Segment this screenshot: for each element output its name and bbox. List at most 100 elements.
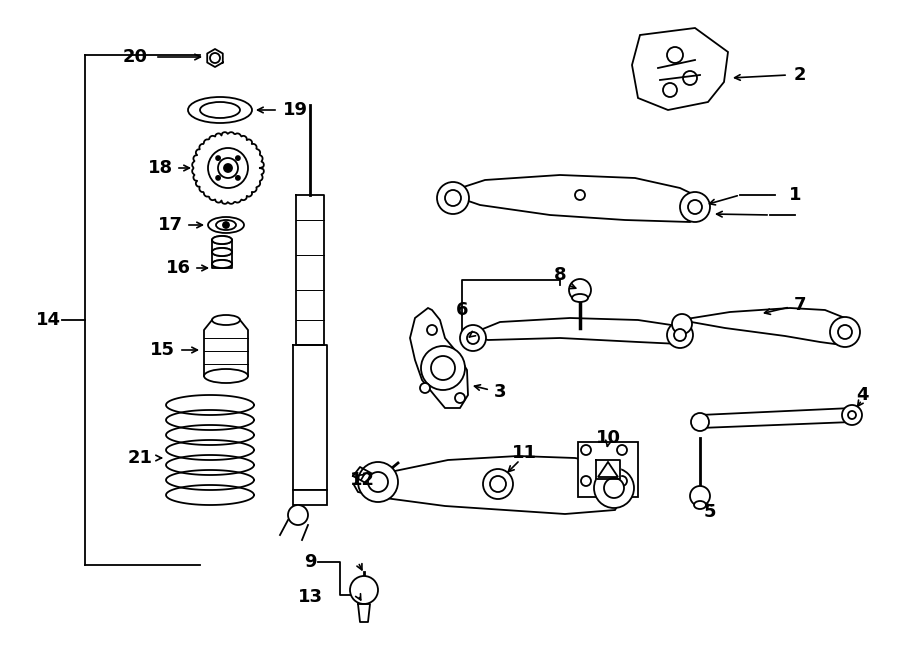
- Ellipse shape: [212, 260, 232, 268]
- Text: 9: 9: [304, 553, 316, 571]
- Circle shape: [575, 190, 585, 200]
- Circle shape: [427, 325, 437, 335]
- Circle shape: [688, 200, 702, 214]
- Circle shape: [680, 192, 710, 222]
- Text: 2: 2: [794, 66, 806, 84]
- Polygon shape: [166, 395, 254, 415]
- Text: 1: 1: [788, 186, 801, 204]
- Text: 6: 6: [455, 301, 468, 319]
- Circle shape: [420, 383, 430, 393]
- Circle shape: [667, 47, 683, 63]
- Polygon shape: [700, 408, 852, 428]
- Text: 12: 12: [349, 471, 374, 489]
- Ellipse shape: [212, 248, 232, 256]
- Circle shape: [467, 332, 479, 344]
- Circle shape: [208, 148, 248, 188]
- Text: 7: 7: [794, 296, 806, 314]
- Circle shape: [581, 445, 591, 455]
- Bar: [212, 236, 232, 268]
- Circle shape: [663, 83, 677, 97]
- Circle shape: [216, 156, 220, 160]
- Circle shape: [460, 325, 486, 351]
- Bar: [293, 490, 327, 505]
- Circle shape: [842, 405, 862, 425]
- Polygon shape: [166, 410, 254, 430]
- Ellipse shape: [212, 236, 232, 244]
- Ellipse shape: [212, 260, 232, 268]
- Ellipse shape: [200, 102, 240, 118]
- Text: 8: 8: [554, 266, 566, 284]
- Text: 14: 14: [35, 311, 60, 329]
- Circle shape: [236, 176, 240, 180]
- Ellipse shape: [212, 315, 240, 325]
- Circle shape: [350, 576, 378, 604]
- Circle shape: [667, 322, 693, 348]
- Polygon shape: [204, 320, 248, 376]
- Ellipse shape: [208, 217, 244, 233]
- Polygon shape: [293, 345, 327, 490]
- Polygon shape: [680, 308, 852, 345]
- Text: 19: 19: [283, 101, 308, 119]
- Polygon shape: [353, 467, 380, 487]
- Polygon shape: [296, 195, 324, 345]
- Circle shape: [421, 346, 465, 390]
- Ellipse shape: [216, 220, 236, 230]
- Polygon shape: [632, 28, 728, 110]
- Polygon shape: [166, 425, 254, 445]
- Ellipse shape: [212, 236, 232, 244]
- Circle shape: [445, 190, 461, 206]
- Ellipse shape: [694, 501, 706, 509]
- Text: 5: 5: [704, 503, 716, 521]
- Text: 16: 16: [166, 259, 191, 277]
- Circle shape: [455, 393, 465, 403]
- Circle shape: [210, 53, 220, 63]
- Circle shape: [223, 222, 229, 228]
- Text: 17: 17: [158, 216, 183, 234]
- Polygon shape: [596, 460, 620, 479]
- Circle shape: [617, 445, 627, 455]
- Polygon shape: [468, 318, 688, 344]
- Circle shape: [569, 279, 591, 301]
- Ellipse shape: [572, 294, 588, 302]
- Circle shape: [218, 158, 238, 178]
- Ellipse shape: [204, 369, 248, 383]
- Polygon shape: [166, 470, 254, 490]
- Circle shape: [581, 476, 591, 486]
- Circle shape: [674, 329, 686, 341]
- Circle shape: [288, 505, 308, 525]
- Text: 21: 21: [128, 449, 152, 467]
- Text: 15: 15: [149, 341, 175, 359]
- Polygon shape: [358, 604, 370, 622]
- Polygon shape: [166, 440, 254, 460]
- Polygon shape: [410, 308, 468, 408]
- Circle shape: [431, 356, 455, 380]
- Text: 4: 4: [856, 386, 868, 404]
- Text: 20: 20: [122, 48, 148, 66]
- Circle shape: [617, 476, 627, 486]
- Text: 10: 10: [596, 429, 620, 447]
- Polygon shape: [354, 456, 628, 514]
- Circle shape: [216, 176, 220, 180]
- Circle shape: [594, 468, 634, 508]
- Polygon shape: [445, 175, 705, 222]
- Text: 13: 13: [298, 588, 322, 606]
- Circle shape: [848, 411, 856, 419]
- Circle shape: [483, 469, 513, 499]
- Circle shape: [838, 325, 852, 339]
- Circle shape: [490, 476, 506, 492]
- Circle shape: [358, 462, 398, 502]
- Circle shape: [830, 317, 860, 347]
- Polygon shape: [598, 462, 618, 477]
- Polygon shape: [207, 49, 223, 67]
- Circle shape: [604, 478, 624, 498]
- Text: 11: 11: [511, 444, 536, 462]
- Text: 18: 18: [148, 159, 173, 177]
- Polygon shape: [193, 132, 264, 204]
- Text: 3: 3: [494, 383, 506, 401]
- Circle shape: [437, 182, 469, 214]
- Circle shape: [683, 71, 697, 85]
- Circle shape: [691, 413, 709, 431]
- Ellipse shape: [212, 248, 232, 256]
- Circle shape: [224, 164, 232, 172]
- Ellipse shape: [188, 97, 252, 123]
